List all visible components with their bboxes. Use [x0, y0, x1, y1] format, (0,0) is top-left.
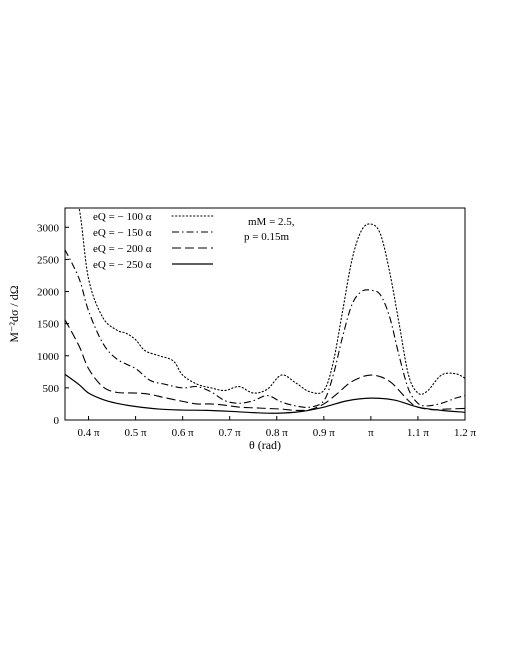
- series-line-4: [65, 373, 465, 414]
- y-axis-ticks: 0 500 1000 1500 2000 2500 3000: [37, 222, 69, 427]
- y-tick-label: 3000: [37, 222, 60, 234]
- y-tick-label: 1000: [37, 351, 60, 363]
- x-tick-label: 0.4 π: [77, 427, 100, 439]
- legend: eQ = − 100 α eQ = − 150 α eQ = − 200 α eQ =…: [93, 211, 214, 271]
- y-tick-label: 2000: [37, 287, 60, 299]
- series-line-1: [78, 208, 465, 395]
- legend-label-4: eQ = − 250 α: [93, 259, 152, 271]
- annotation-momentum: p = 0.15m: [244, 231, 289, 243]
- x-tick-label: 0.6 π: [172, 427, 195, 439]
- annotation-mass-ratio: mM = 2.5,: [248, 216, 295, 228]
- x-tick-label: 0.5 π: [125, 427, 148, 439]
- series-lines: [65, 208, 465, 414]
- legend-label-3: eQ = − 200 α: [93, 243, 152, 255]
- series-line-2: [65, 249, 465, 408]
- x-tick-label: 0.8 π: [266, 427, 289, 439]
- x-tick-label: 0.7 π: [219, 427, 242, 439]
- legend-label-2: eQ = − 150 α: [93, 227, 152, 239]
- x-tick-label: 1.2 π: [454, 427, 477, 439]
- x-tick-label: π: [368, 427, 374, 439]
- legend-label-1: eQ = − 100 α: [93, 211, 152, 223]
- y-tick-label: 2500: [37, 254, 60, 266]
- x-axis-label: θ (rad): [249, 438, 281, 452]
- y-tick-label: 500: [43, 383, 60, 395]
- y-tick-label: 0: [54, 415, 60, 427]
- x-axis-ticks: 0.4 π 0.5 π 0.6 π 0.7 π 0.8 π 0.9 π π 1.1 π 1.2 …: [77, 416, 476, 439]
- y-axis-label: M⁻²dσ / dΩ: [7, 285, 21, 342]
- y-tick-label: 1500: [37, 319, 60, 331]
- series-line-3: [65, 319, 465, 412]
- plot-frame: [64, 207, 466, 421]
- x-tick-label: 0.9 π: [313, 427, 336, 439]
- x-tick-label: 1.1 π: [407, 427, 430, 439]
